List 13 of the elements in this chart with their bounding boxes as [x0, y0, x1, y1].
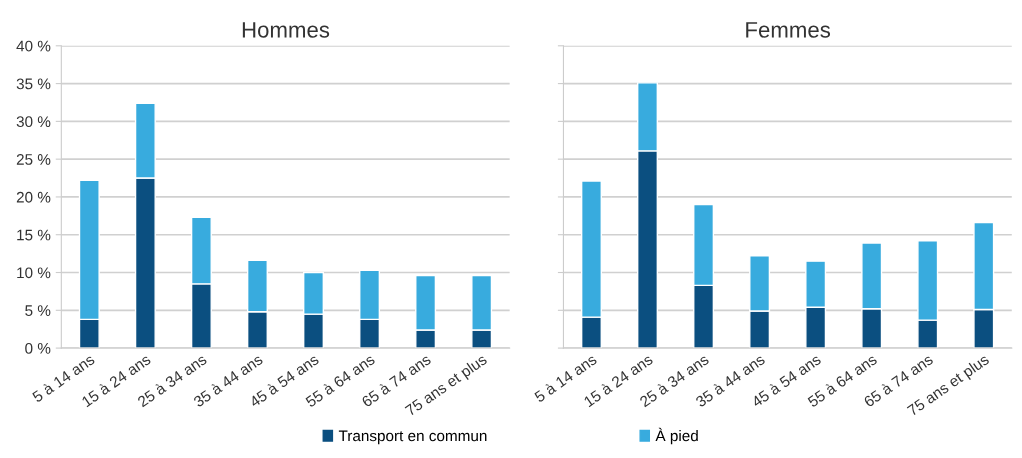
legend-label: À pied [655, 427, 698, 445]
y-tick-label: 25 % [16, 154, 51, 165]
y-tick-label: 5 % [25, 305, 51, 316]
y-tick-label: 15 % [17, 229, 51, 241]
y-tick-label: 30 % [16, 116, 51, 128]
chart-title: Hommes [242, 22, 330, 38]
y-tick-label: 40 % [16, 40, 51, 52]
legend-label: Transport en commun [338, 430, 487, 445]
y-tick-label: 20 % [16, 191, 51, 203]
chart-title: Femmes [746, 22, 831, 38]
y-tick-label: 10 % [17, 267, 51, 279]
y-tick-label: 0 % [25, 342, 51, 354]
y-tick-label: 35 % [16, 78, 51, 90]
